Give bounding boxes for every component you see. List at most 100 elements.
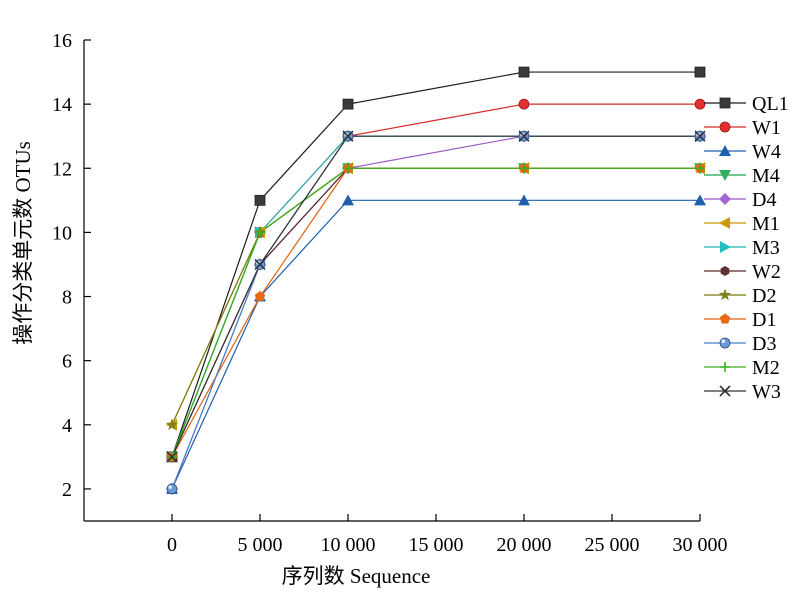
data-point (694, 98, 706, 110)
data-point (166, 451, 178, 463)
legend-item-m2: M2 (704, 357, 780, 379)
legend-label: D3 (752, 333, 776, 355)
legend-item-d4: D4 (704, 189, 776, 211)
data-point (519, 163, 529, 174)
legend-item-d2: D2 (704, 285, 776, 307)
data-point (165, 418, 179, 431)
data-point (254, 194, 266, 206)
series-layer (165, 66, 707, 495)
y-tick-label: 16 (52, 30, 72, 52)
legend-label: M3 (752, 237, 780, 259)
data-point (694, 130, 706, 142)
legend-label: M4 (752, 165, 780, 187)
series-line-d1 (171, 167, 700, 458)
legend-label: W4 (752, 141, 781, 163)
series-d1 (171, 167, 700, 458)
series-line-w3 (171, 135, 700, 458)
legend-item-w1: W1 (704, 117, 781, 139)
series-line-m3 (171, 135, 700, 458)
x-tick-label: 25 000 (585, 534, 640, 556)
y-tick-label: 6 (62, 351, 72, 373)
legend-marker (719, 193, 731, 205)
data-point (695, 163, 705, 174)
series-w4 (171, 199, 700, 490)
legend-item-m3: M3 (704, 237, 780, 259)
series-w1 (171, 103, 700, 458)
data-point (518, 130, 530, 142)
legend-item-w4: W4 (704, 141, 781, 163)
series-w3 (171, 135, 700, 458)
y-tick-label: 14 (52, 94, 72, 116)
series-m3 (171, 135, 700, 458)
series-line-d2 (171, 167, 700, 426)
data-point-highlight (168, 485, 172, 489)
y-axis-label: 操作分类单元数 OTUs (11, 141, 35, 345)
data-point (342, 98, 354, 110)
data-point (694, 66, 706, 78)
legend-label: D1 (752, 309, 776, 331)
series-markers-w2 (167, 163, 705, 462)
x-tick-label: 10 000 (321, 534, 376, 556)
legend-item-m4: M4 (704, 165, 780, 187)
data-point (694, 194, 706, 206)
plot-area: 2 4 6 8 10 12 14 16 0 5 000 10 000 15 000 20 000 25 0… (52, 30, 728, 556)
legend-item-w3: W3 (704, 381, 781, 403)
legend-marker (719, 121, 731, 133)
legend-item-ql1: QL1 (704, 93, 789, 115)
legend-item-m1: M1 (704, 213, 780, 235)
data-point (342, 130, 354, 142)
series-markers-d4 (166, 130, 706, 495)
x-tick-label: 15 000 (409, 534, 464, 556)
x-tick-label: 30 000 (673, 534, 728, 556)
legend-marker (719, 337, 731, 349)
legend-marker (719, 217, 730, 229)
series-markers-d3 (166, 130, 706, 495)
data-point (166, 483, 178, 495)
legend-label: M1 (752, 213, 780, 235)
data-point (518, 194, 530, 206)
legend-item-d1: D1 (704, 309, 776, 331)
legend-label: QL1 (752, 93, 789, 115)
legend-label: W2 (752, 261, 781, 283)
series-markers-d2 (165, 161, 707, 431)
series-line-w4 (171, 199, 700, 490)
legend-marker (720, 241, 731, 253)
data-point (342, 194, 354, 206)
series-markers-m2 (167, 163, 705, 462)
legend-marker (719, 145, 731, 156)
data-point (518, 66, 530, 78)
legend-marker (720, 362, 730, 372)
x-tick-label: 0 (167, 534, 177, 556)
series-line-m1 (171, 167, 700, 426)
series-ql1 (171, 71, 700, 458)
data-point (255, 227, 265, 238)
series-m1 (171, 167, 700, 426)
series-markers-d1 (166, 162, 706, 462)
legend-label: D2 (752, 285, 776, 307)
legend-marker (718, 288, 732, 301)
series-markers-w3 (166, 130, 706, 463)
series-markers-m4 (166, 163, 706, 463)
legend-marker (719, 97, 731, 109)
y-tick-label: 12 (52, 158, 72, 180)
legend-marker (719, 170, 731, 181)
y-tick-label: 8 (62, 287, 72, 309)
data-point (518, 98, 530, 110)
x-tick-label: 5 000 (238, 534, 283, 556)
series-markers-w1 (166, 98, 706, 463)
legend-label: D4 (752, 189, 776, 211)
series-d2 (171, 167, 700, 426)
legend-marker (719, 385, 731, 397)
data-point (343, 163, 353, 174)
legend-item-w2: W2 (704, 261, 781, 283)
series-line-w1 (171, 103, 700, 458)
legend-label: W1 (752, 117, 781, 139)
legend-label: M2 (752, 357, 780, 379)
legend-marker-highlight (721, 339, 725, 344)
legend-label: W3 (752, 381, 781, 403)
data-point (254, 258, 266, 271)
legend-item-d3: D3 (704, 333, 776, 355)
y-tick-label: 4 (62, 415, 72, 437)
